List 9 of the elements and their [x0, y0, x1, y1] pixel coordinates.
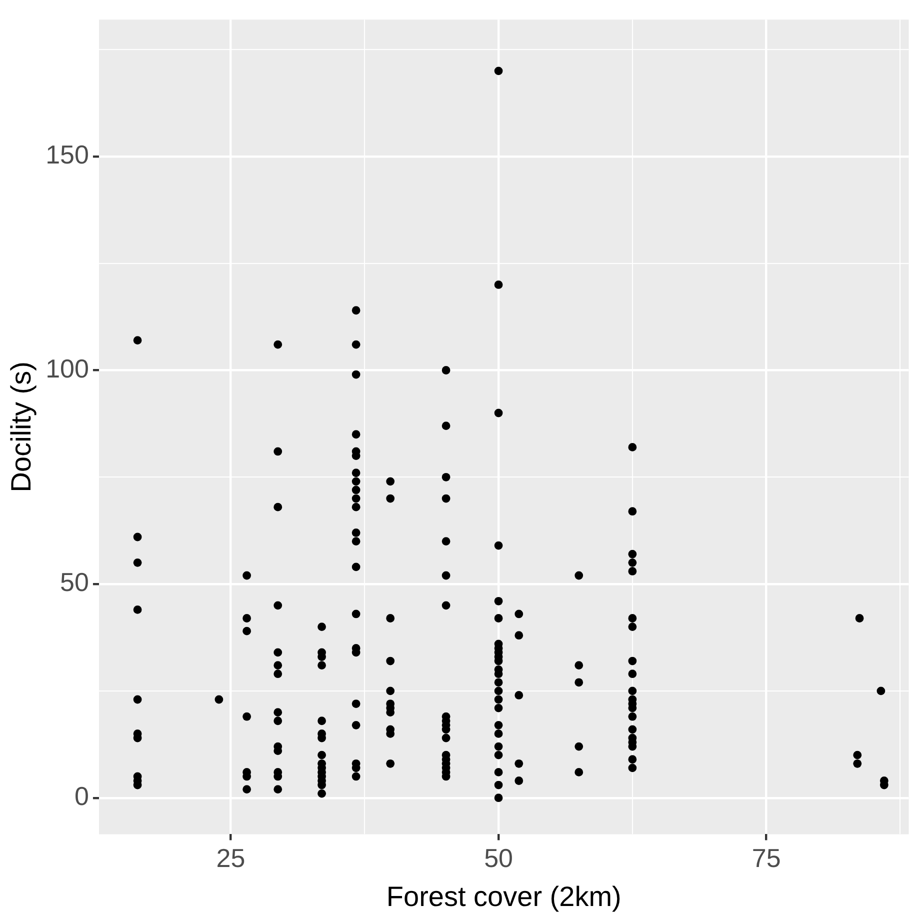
- x-tick-label: 75: [752, 842, 781, 873]
- x-tick-label: 25: [216, 842, 246, 873]
- y-tick-label: 100: [46, 353, 89, 384]
- y-axis-title: Docility (s): [6, 362, 37, 492]
- y-tick-label: 0: [74, 781, 89, 812]
- x-axis-title: Forest cover (2km): [386, 880, 622, 912]
- y-tick-label: 50: [60, 567, 89, 598]
- x-tick-label: 50: [484, 842, 513, 873]
- y-tick-label: 150: [46, 140, 89, 170]
